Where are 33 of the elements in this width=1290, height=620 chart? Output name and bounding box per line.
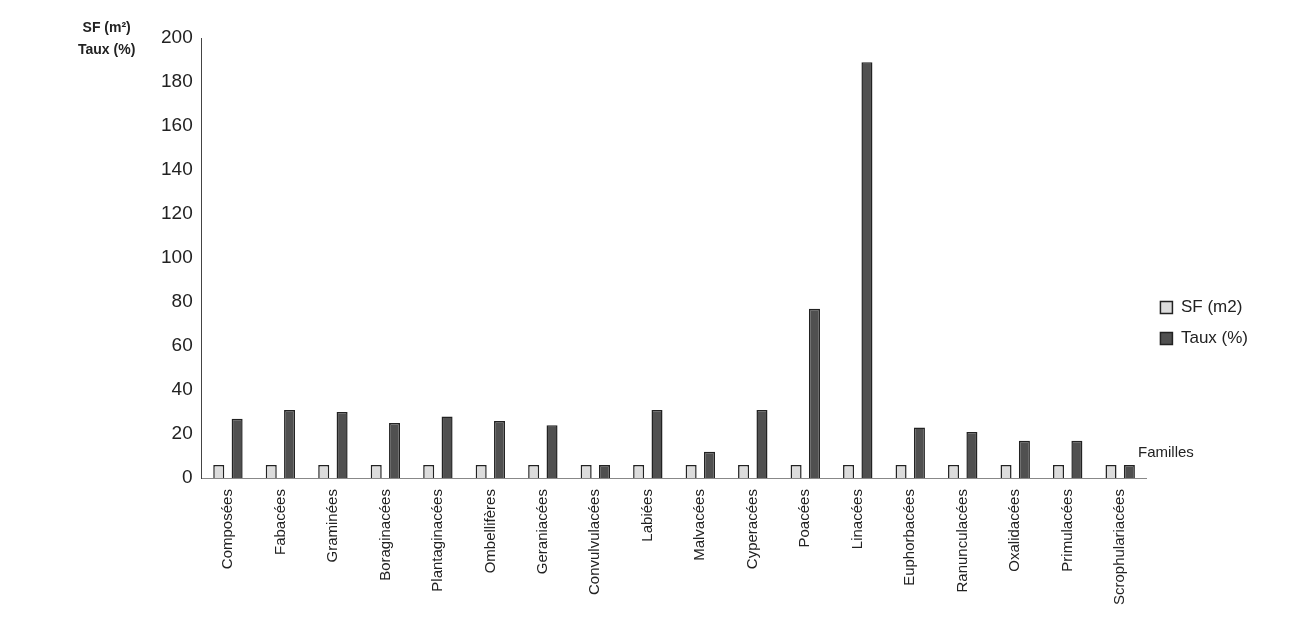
x-tick-label: Boraginacées	[375, 489, 393, 581]
y-tick-label: 80	[171, 290, 193, 312]
x-tick-label: Linacées	[847, 489, 865, 550]
x-tick-label: Plantaginacées	[428, 489, 446, 592]
x-tick-label: Convulvulacées	[585, 489, 603, 596]
y-tick-label: 160	[161, 114, 193, 136]
x-tick-label: Oxalidacées	[1005, 489, 1023, 572]
y-tick-label: 180	[161, 70, 193, 92]
y-tick-label: 40	[171, 378, 193, 400]
x-tick-label: Geraniacées	[532, 489, 550, 575]
x-tick-label: Poacées	[795, 489, 813, 548]
y-tick-label: 200	[161, 26, 193, 48]
y-tick-label: 100	[161, 246, 193, 268]
legend-label: SF (m2)	[1180, 297, 1243, 317]
x-tick-label: Cyperacées	[742, 489, 760, 570]
x-tick-label: Labiées	[637, 489, 655, 542]
x-tick-label: Primulacées	[1057, 489, 1075, 572]
y-tick-label: 20	[171, 422, 193, 444]
y-tick-label: 0	[182, 466, 193, 488]
x-tick-label: Ranunculacées	[952, 489, 970, 593]
x-tick-label: Malvacées	[690, 489, 708, 561]
x-tick-label: Graminées	[323, 489, 341, 563]
x-tick-label: Ombellifères	[480, 489, 498, 574]
y-tick-label: 120	[161, 202, 193, 224]
x-tick-label: Euphorbacées	[900, 489, 918, 586]
x-axis-title: Familles	[1138, 443, 1194, 460]
x-tick-label: Scrophulariacées	[1110, 489, 1128, 606]
y-tick-label: 60	[171, 334, 193, 356]
y-axis-title: SF (m²) Taux (%)	[78, 18, 136, 59]
x-tick-label: Composées	[218, 489, 236, 570]
legend-label: Taux (%)	[1180, 328, 1249, 348]
x-tick-label: Fabacées	[270, 489, 288, 555]
y-tick-label: 140	[161, 158, 193, 180]
